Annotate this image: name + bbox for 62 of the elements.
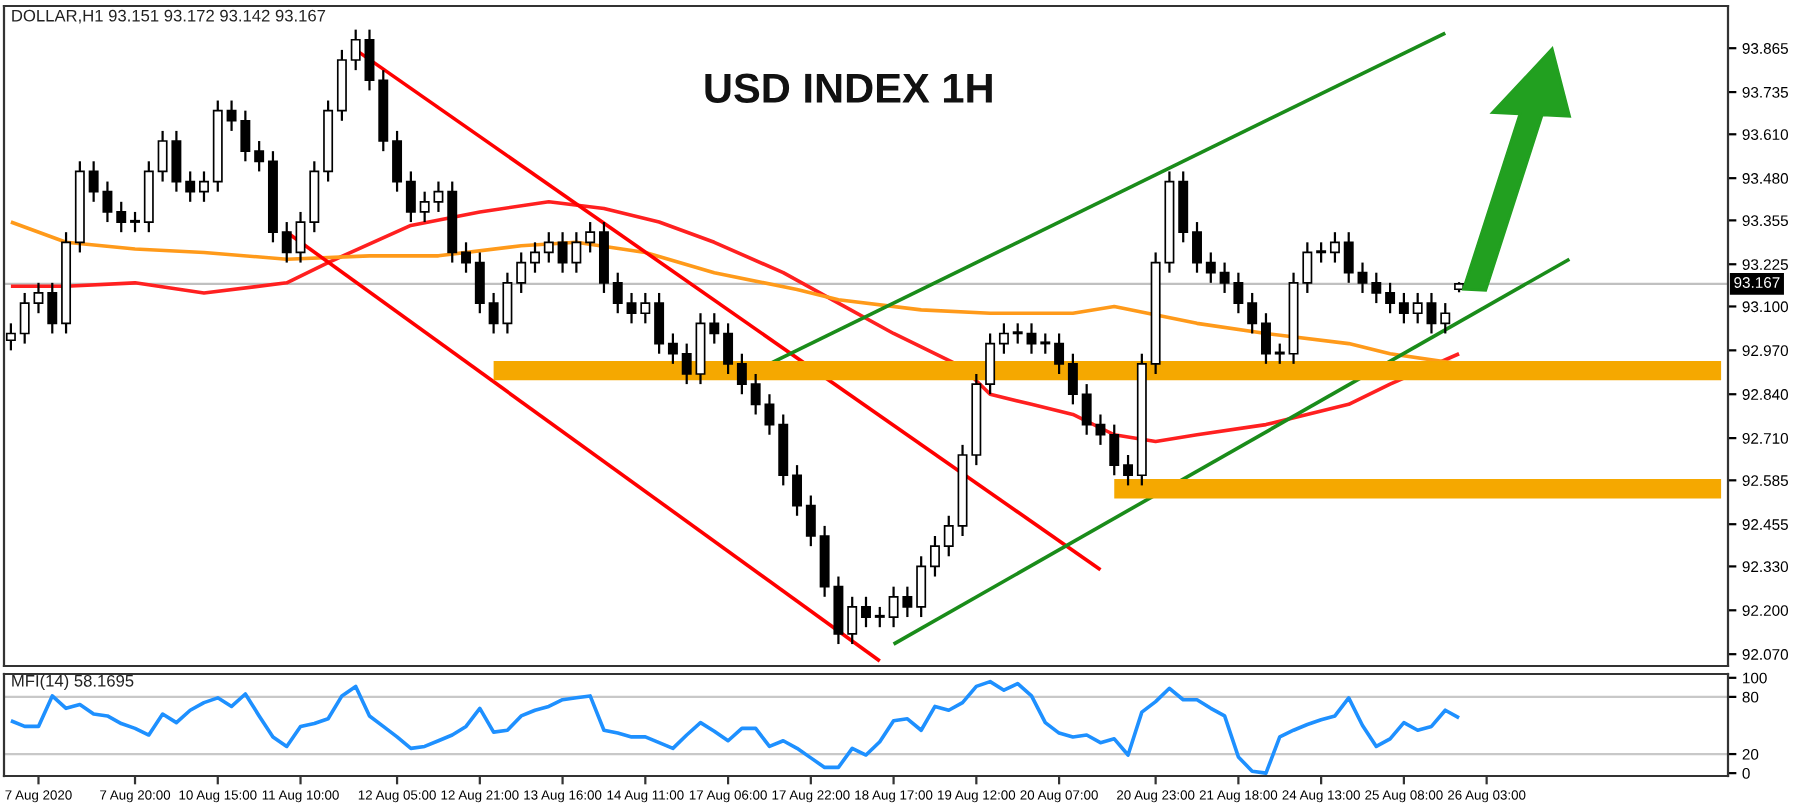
candlestick <box>1385 281 1396 315</box>
candlestick <box>392 129 403 193</box>
candlestick <box>130 210 140 234</box>
candlestick <box>1398 291 1409 325</box>
candlestick <box>185 170 196 203</box>
candlestick <box>364 28 375 92</box>
candlestick <box>1247 291 1258 335</box>
candlestick <box>805 494 816 548</box>
annotation: DOLLAR,H1 93.151 93.172 93.142 93.167 <box>12 9 326 24</box>
candlestick <box>709 312 720 345</box>
candlestick <box>405 170 416 224</box>
candlestick <box>654 291 665 355</box>
candlestick <box>723 322 734 376</box>
candlestick <box>254 139 265 173</box>
candlestick <box>295 210 306 264</box>
candlestick <box>1371 271 1382 305</box>
candlestick <box>1316 241 1327 264</box>
candlestick <box>350 28 361 72</box>
text: USD INDEX 1H <box>705 73 992 103</box>
candlestick <box>585 220 596 254</box>
candlestick <box>1343 231 1354 284</box>
candlestick <box>1260 312 1271 365</box>
candlestick <box>1329 231 1340 264</box>
candlestick <box>943 514 954 558</box>
candlestick <box>5 322 16 352</box>
candlestick <box>1040 332 1051 355</box>
candlestick <box>612 271 623 315</box>
candlestick <box>47 281 58 335</box>
candlestick <box>1109 423 1120 477</box>
candlestick <box>1440 301 1451 335</box>
candlestick <box>33 281 44 315</box>
candlestick <box>998 322 1009 355</box>
candlestick <box>681 342 692 386</box>
candlestick <box>530 241 540 274</box>
candlestick <box>792 464 803 517</box>
candlestick <box>1412 291 1423 325</box>
candlestick <box>667 332 678 365</box>
candlestick <box>516 251 527 295</box>
candlestick <box>1274 342 1285 365</box>
candlestick <box>116 200 127 234</box>
annotation: MFI(14) 58.1695 <box>12 674 134 691</box>
candlestick <box>736 352 747 396</box>
candlestick <box>1067 352 1078 406</box>
candlestick <box>199 170 209 203</box>
candlestick <box>847 595 858 646</box>
candlestick <box>1012 322 1023 345</box>
candlestick <box>929 534 940 578</box>
candlestick <box>461 241 472 274</box>
candlestick <box>281 220 292 264</box>
candlestick <box>1123 453 1134 487</box>
candlestick <box>874 605 885 629</box>
candlestick <box>19 291 30 345</box>
candlestick <box>861 595 871 629</box>
candlestick <box>1357 261 1368 295</box>
candlestick <box>1205 251 1216 284</box>
candlestick <box>1054 332 1065 376</box>
candlestick <box>1192 220 1202 274</box>
candlestick <box>1426 291 1437 335</box>
candlestick <box>985 332 996 396</box>
candlestick <box>916 555 927 619</box>
candlestick <box>474 251 485 315</box>
candlestick <box>543 231 554 264</box>
